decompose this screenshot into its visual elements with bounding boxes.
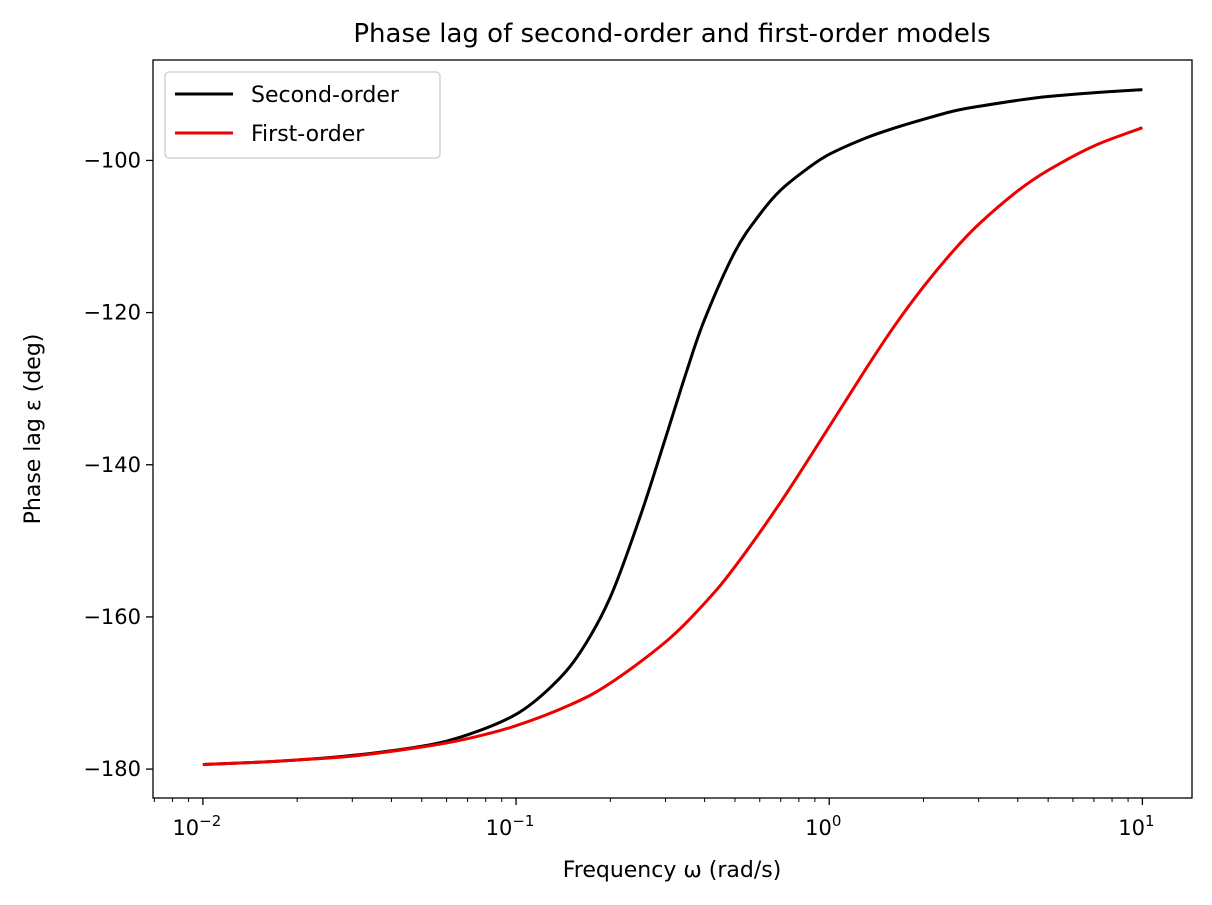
legend-box — [164, 71, 441, 159]
y-tick-label: −120 — [83, 301, 141, 325]
y-tick-label: −100 — [83, 148, 141, 172]
x-tick-label: 101 — [1118, 812, 1154, 840]
x-axis-minor-ticks — [153, 798, 1129, 802]
series-line-first-order — [202, 126, 1143, 767]
x-axis-label: Frequency ω (rad/s) — [563, 858, 782, 883]
x-tick-label: 10−2 — [172, 812, 221, 840]
legend-label-first-order: First-order — [251, 122, 365, 147]
x-axis-ticks: 10−2 10−1 100 101 — [172, 798, 1155, 840]
y-axis-ticks: −180 −160 −140 −120 −100 — [83, 148, 153, 781]
chart-title: Phase lag of second-order and first-orde… — [353, 19, 990, 49]
legend: Second-order First-order — [164, 71, 441, 159]
x-tick-label: 10−1 — [486, 812, 535, 840]
series-layer — [202, 88, 1143, 767]
x-tick-label: 100 — [805, 812, 841, 840]
y-tick-label: −180 — [83, 757, 141, 781]
y-tick-label: −140 — [83, 453, 141, 477]
y-axis-label: Phase lag ε (deg) — [21, 334, 46, 525]
legend-label-second-order: Second-order — [251, 83, 400, 108]
series-line-second-order — [202, 88, 1143, 767]
plot-frame — [152, 59, 1193, 799]
y-tick-label: −160 — [83, 605, 141, 629]
